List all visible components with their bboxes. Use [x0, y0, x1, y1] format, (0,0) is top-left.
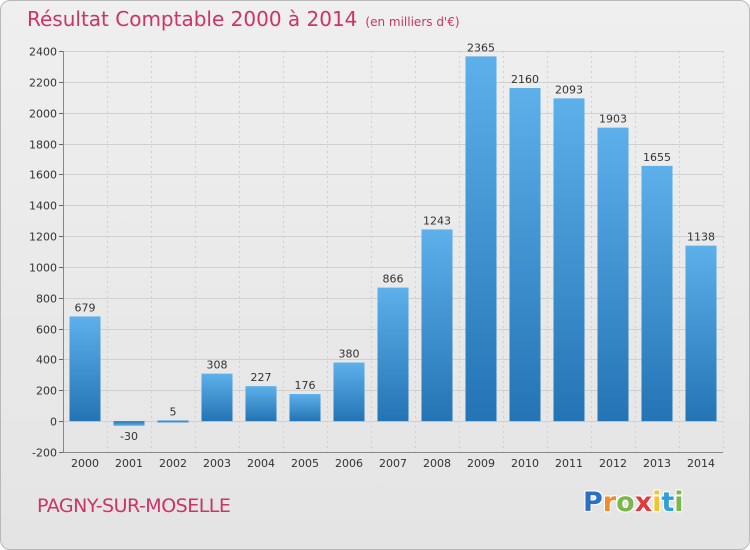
logo-letter: x	[634, 487, 653, 518]
x-tick-label-2009: 2009	[467, 457, 495, 470]
value-label-2007: 866	[383, 273, 404, 286]
x-tick-label-2000: 2000	[71, 457, 99, 470]
bar-2002	[157, 420, 189, 423]
x-tick-label-2002: 2002	[159, 457, 187, 470]
x-tick-label-2012: 2012	[599, 457, 627, 470]
value-label-2001: -30	[120, 430, 138, 443]
y-tick-label: 400	[36, 354, 57, 367]
value-label-2005: 176	[295, 379, 316, 392]
x-tick-label-2010: 2010	[511, 457, 539, 470]
x-tick-label-2001: 2001	[115, 457, 143, 470]
x-tick-label-2013: 2013	[643, 457, 671, 470]
value-label-2013: 1655	[643, 151, 671, 164]
value-label-2012: 1903	[599, 113, 627, 126]
value-label-2014: 1138	[687, 231, 715, 244]
y-tick-label: 600	[36, 324, 57, 337]
tick-labels: -200 0 200 400 600 800 1000 1200 1400 1600 1800 200…	[29, 46, 715, 471]
bar-2012	[597, 127, 629, 422]
bar-2010	[509, 88, 541, 422]
x-tick-label-2004: 2004	[247, 457, 275, 470]
logo-letter: i	[652, 487, 662, 518]
y-tick-label: 2200	[29, 77, 57, 90]
y-tick-label: 0	[50, 416, 57, 429]
bars	[69, 56, 717, 426]
value-label-2008: 1243	[423, 214, 451, 227]
logo-letter: P	[583, 487, 603, 518]
logo-letter: i	[674, 487, 684, 518]
bar-2000	[69, 316, 101, 422]
x-tick-label-2005: 2005	[291, 457, 319, 470]
bar-2014	[685, 245, 717, 422]
y-tick-label: 1600	[29, 169, 57, 182]
x-tick-label-2007: 2007	[379, 457, 407, 470]
y-tick-label: 1000	[29, 262, 57, 275]
logo-letter: r	[602, 487, 617, 518]
y-tick-label: 2400	[29, 46, 57, 59]
y-tick-label: 1800	[29, 139, 57, 152]
value-labels: 679 -30 5 308 227 176 380 866 1243 2365 2160 2093 19…	[75, 41, 716, 442]
value-label-2009: 2365	[467, 41, 495, 54]
value-label-2003: 308	[207, 359, 228, 372]
y-tick-label: 1400	[29, 200, 57, 213]
bar-2006	[333, 362, 365, 422]
commune-name: PAGNY-SUR-MOSELLE	[37, 495, 231, 517]
logo-letter: o	[616, 487, 635, 518]
bar-2004	[245, 386, 277, 422]
value-label-2000: 679	[75, 301, 96, 314]
value-label-2004: 227	[251, 371, 272, 384]
x-tick-label-2011: 2011	[555, 457, 583, 470]
chart-title-text: Résultat Comptable 2000 à 2014	[27, 7, 358, 31]
bar-2011	[553, 98, 585, 422]
y-tick-label: 1200	[29, 231, 57, 244]
x-tick-label-2003: 2003	[203, 457, 231, 470]
y-tick-label: -200	[32, 447, 57, 460]
x-tick-label-2014: 2014	[687, 457, 715, 470]
bar-2009	[465, 56, 497, 422]
axes	[59, 51, 723, 453]
bar-2003	[201, 373, 233, 422]
y-tick-label: 200	[36, 385, 57, 398]
y-tick-label: 800	[36, 293, 57, 306]
y-tick-label: 2000	[29, 108, 57, 121]
bar-2001	[113, 421, 145, 426]
bar-2007	[377, 287, 409, 422]
chart-title: Résultat Comptable 2000 à 2014 (en millie…	[27, 7, 460, 31]
proxiti-logo: Proxiti	[583, 487, 684, 518]
value-label-2010: 2160	[511, 73, 539, 86]
bar-2013	[641, 165, 673, 422]
logo-letter: t	[661, 487, 675, 518]
value-label-2011: 2093	[555, 83, 583, 96]
x-tick-label-2008: 2008	[423, 457, 451, 470]
bar-2005	[289, 394, 321, 422]
x-tick-label-2006: 2006	[335, 457, 363, 470]
chart-title-unit: (en milliers d'€)	[365, 15, 460, 29]
value-label-2006: 380	[339, 348, 360, 361]
bar-2008	[421, 229, 453, 422]
value-label-2002: 5	[170, 405, 177, 418]
